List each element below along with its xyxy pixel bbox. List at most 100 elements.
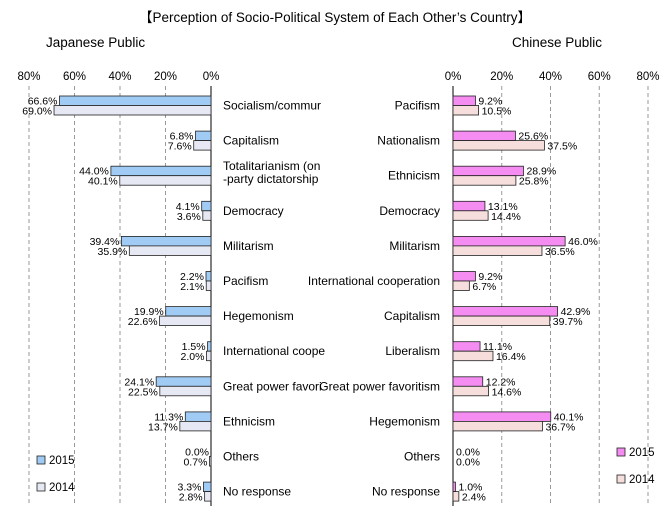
right-data-label-2014: 25.8% <box>519 176 549 188</box>
right-data-label-2014: 6.7% <box>472 281 496 293</box>
legend-swatch-china-2014 <box>616 474 626 484</box>
right-category-label: Hegemonism <box>369 414 440 428</box>
right-bar-2014 <box>452 105 479 116</box>
right-x-tick-label: 20% <box>490 71 513 83</box>
left-x-tick-label: 40% <box>108 71 131 83</box>
left-category-label: No response <box>223 485 291 499</box>
right-category-label: Pacifism <box>395 99 440 113</box>
right-data-label-2014: 10.5% <box>482 106 512 118</box>
chart-title: 【Perception of Socio-Political System of… <box>139 10 531 25</box>
left-data-label-2015: 24.1% <box>124 376 154 388</box>
left-bar-2014 <box>179 420 212 432</box>
left-data-label-2014: 3.6% <box>177 211 201 223</box>
left-category-label: Others <box>223 450 259 464</box>
left-bar-2015 <box>120 235 212 247</box>
right-category-label: Ethnicism <box>388 169 440 183</box>
right-data-label-2015: 46.0% <box>568 236 598 248</box>
right-data-label-2015: 12.2% <box>486 376 516 388</box>
legend-swatch-japan-2014 <box>36 482 46 492</box>
right-category-label: Great power favoritism <box>319 379 440 393</box>
right-bar-2014 <box>452 280 470 291</box>
left-category-label: Great power favori <box>223 379 322 393</box>
left-bar-2015 <box>201 200 212 212</box>
left-bar-2015 <box>155 376 212 387</box>
left-bar-2014 <box>119 175 212 186</box>
left-bar-2015 <box>184 411 212 422</box>
left-data-label-2014: 13.7% <box>148 421 178 433</box>
left-data-label-2014: 35.9% <box>98 246 128 258</box>
legend-label-japan-2015: 2015 <box>49 455 75 467</box>
right-data-label-2015: 13.1% <box>488 201 518 213</box>
left-data-label-2014: 69.0% <box>22 106 52 118</box>
left-bar-2015 <box>207 341 212 352</box>
left-data-label-2015: 39.4% <box>90 236 120 248</box>
left-bar-2014 <box>202 210 212 221</box>
right-category-label: International cooperation <box>308 274 440 288</box>
left-bar-2014 <box>159 315 212 327</box>
right-bar-2015 <box>452 95 476 106</box>
left-data-label-2015: 0.0% <box>185 447 209 459</box>
left-bar-2014 <box>209 456 212 467</box>
legend-label-china-2014: 2014 <box>629 474 655 486</box>
left-bar-2014 <box>159 385 212 397</box>
right-bar-2014 <box>452 175 517 186</box>
left-bar-2014 <box>205 280 212 291</box>
left-bar-2015 <box>203 481 212 493</box>
right-x-tick-label: 40% <box>539 71 562 83</box>
left-data-label-2015: 11.3% <box>154 411 183 423</box>
left-bar-2014 <box>193 140 212 151</box>
right-bar-2014 <box>452 385 489 397</box>
left-category-label: International coope <box>223 344 325 358</box>
right-x-tick-label: 60% <box>588 71 611 83</box>
left-data-label-2015: 3.3% <box>178 482 202 494</box>
right-data-label-2015: 0.0% <box>456 447 480 459</box>
left-bar-2014 <box>53 105 212 116</box>
right-data-label-2014: 37.5% <box>547 141 577 153</box>
left-category-label: Democracy <box>223 204 284 218</box>
left-data-label-2014: 2.8% <box>179 492 203 504</box>
right-category-label: Nationalism <box>377 134 440 148</box>
left-data-label-2014: 2.0% <box>181 351 205 363</box>
right-bar-2015 <box>452 306 558 317</box>
right-data-label-2014: 16.4% <box>496 351 526 363</box>
left-x-tick-label: 60% <box>63 71 86 83</box>
right-data-label-2014: 36.5% <box>545 246 575 258</box>
right-bar-2015 <box>452 200 486 212</box>
right-x-tick-label: 80% <box>636 71 659 83</box>
right-bar-2015 <box>452 341 481 352</box>
right-data-label-2014: 14.6% <box>492 386 522 398</box>
right-bar-2015 <box>452 165 524 177</box>
right-data-label-2015: 28.9% <box>526 166 556 178</box>
left-data-label-2014: 22.6% <box>128 316 158 328</box>
right-bar-2015 <box>452 376 484 387</box>
left-data-label-2014: 0.7% <box>183 457 207 469</box>
right-data-label-2015: 1.0% <box>458 482 482 494</box>
left-category-label: Socialism/commur <box>223 99 321 113</box>
legend-label-japan-2014: 2014 <box>49 482 75 494</box>
left-x-tick-label: 80% <box>17 71 40 83</box>
right-data-label-2015: 42.9% <box>561 306 591 318</box>
right-bar-2014 <box>452 491 460 502</box>
left-data-label-2014: 40.1% <box>88 176 118 188</box>
right-bar-2015 <box>452 235 566 247</box>
right-x-tick-label: 0% <box>445 71 462 83</box>
right-category-label: Capitalism <box>384 309 440 323</box>
right-data-label-2014: 2.4% <box>462 492 486 504</box>
right-category-label: No response <box>372 485 440 499</box>
left-data-label-2015: 1.5% <box>182 341 206 353</box>
left-bar-2015 <box>205 271 212 282</box>
left-data-label-2014: 22.5% <box>128 386 158 398</box>
right-data-label-2014: 0.0% <box>456 457 480 469</box>
left-data-label-2015: 66.6% <box>28 96 58 108</box>
right-data-label-2014: 39.7% <box>553 316 583 328</box>
left-x-tick-label: 0% <box>203 71 220 83</box>
right-bar-2014 <box>452 210 489 221</box>
right-data-label-2015: 9.2% <box>478 96 502 108</box>
right-data-label-2014: 36.7% <box>545 421 575 433</box>
left-bar-2014 <box>206 350 212 362</box>
japanese-panel-title: Japanese Public <box>46 35 146 50</box>
right-bar-2015 <box>452 130 516 142</box>
left-data-label-2015: 6.8% <box>170 131 194 143</box>
right-bar-2015 <box>452 271 476 282</box>
